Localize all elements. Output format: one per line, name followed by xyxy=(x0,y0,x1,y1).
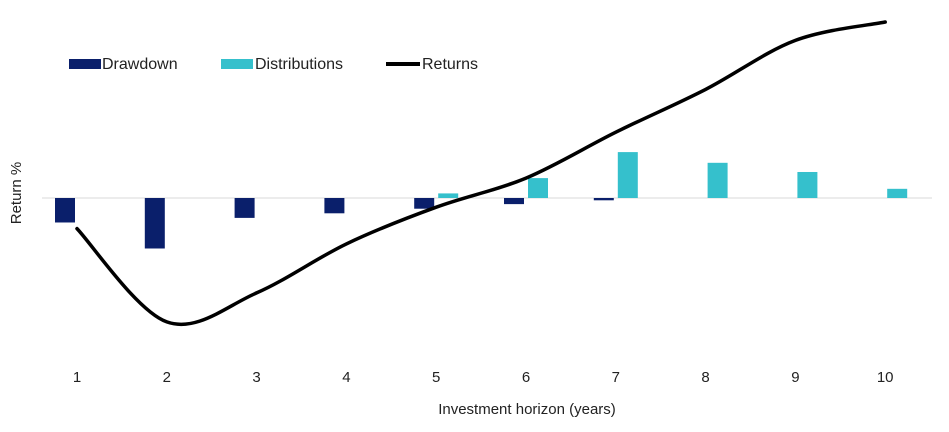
bar-drawdown-4 xyxy=(324,198,345,214)
legend-label-distributions: Distributions xyxy=(255,56,343,73)
x-tick-label-10: 10 xyxy=(877,369,894,386)
bar-distributions-6 xyxy=(528,178,548,198)
legend-label-returns: Returns xyxy=(422,56,478,73)
bar-distributions-10 xyxy=(887,188,908,198)
bar-drawdown-5 xyxy=(414,198,435,209)
x-tick-label-3: 3 xyxy=(252,369,260,386)
x-tick-label-8: 8 xyxy=(701,369,709,386)
x-tick-label-7: 7 xyxy=(612,369,620,386)
x-axis-title: Investment horizon (years) xyxy=(438,401,616,418)
bar-distributions-7 xyxy=(617,152,638,198)
legend-swatch-drawdown xyxy=(69,59,101,69)
legend-swatch-distributions xyxy=(221,59,253,69)
x-tick-label-1: 1 xyxy=(73,369,81,386)
bar-drawdown-3 xyxy=(234,198,255,218)
x-tick-label-5: 5 xyxy=(432,369,440,386)
legend: Drawdown Distributions Returns xyxy=(69,56,478,73)
returns-line xyxy=(75,20,887,327)
bars-layer xyxy=(55,152,908,249)
x-tick-label-2: 2 xyxy=(163,369,171,386)
bar-drawdown-1 xyxy=(55,198,75,223)
bar-distributions-9 xyxy=(797,171,818,198)
bar-drawdown-6 xyxy=(504,198,524,205)
bar-distributions-5 xyxy=(438,193,459,198)
bar-drawdown-2 xyxy=(144,198,165,249)
bar-distributions-8 xyxy=(707,162,728,198)
legend-label-drawdown: Drawdown xyxy=(102,56,178,73)
x-tick-labels: 1 2 3 4 5 6 7 8 9 10 xyxy=(73,369,894,386)
y-axis-title: Return % xyxy=(8,162,25,225)
bar-drawdown-7 xyxy=(593,198,614,201)
x-tick-label-9: 9 xyxy=(791,369,799,386)
x-tick-label-6: 6 xyxy=(522,369,530,386)
x-tick-label-4: 4 xyxy=(342,369,350,386)
